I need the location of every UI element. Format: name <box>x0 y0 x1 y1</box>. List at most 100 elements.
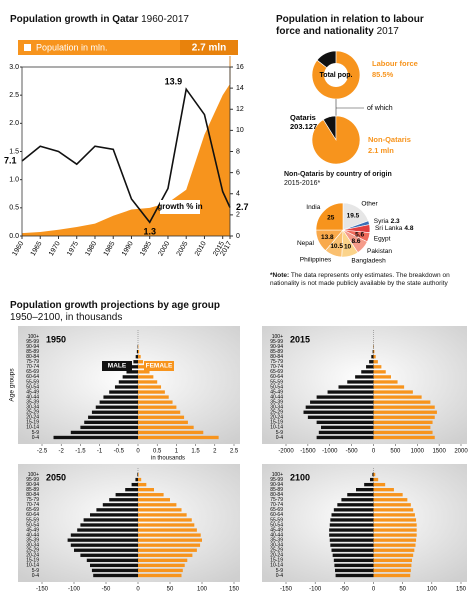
x-tick-label: 1970 <box>48 240 62 257</box>
bar <box>321 425 374 430</box>
age-label: 75-79 <box>26 497 39 503</box>
x-tick-label: 1995 <box>139 240 153 257</box>
bar <box>138 533 201 537</box>
age-label: 90-94 <box>270 344 283 350</box>
bar <box>80 553 138 557</box>
age-label: 20-24 <box>26 415 39 421</box>
bar <box>307 415 374 419</box>
bar <box>138 380 158 384</box>
x-tick-label: 1000 <box>411 449 425 455</box>
bar <box>138 420 188 424</box>
value-label: 13.9 <box>165 77 183 87</box>
bar <box>74 548 138 552</box>
category-label: Philippines <box>300 256 332 263</box>
bar <box>138 365 146 369</box>
bar <box>138 528 197 532</box>
panel-title: 1950 <box>46 334 66 344</box>
bar <box>338 385 374 389</box>
bar <box>138 488 154 492</box>
bar <box>138 568 183 573</box>
y2-tick-label: 0 <box>236 233 240 240</box>
age-label: 45-49 <box>270 527 283 533</box>
bar <box>138 400 173 404</box>
age-label: 30-34 <box>26 405 39 411</box>
bar <box>329 533 374 537</box>
x-tick-label: 2010 <box>194 240 208 257</box>
bar <box>333 558 374 562</box>
bar <box>373 350 375 354</box>
age-label: 35-39 <box>270 399 283 405</box>
age-label: 35-39 <box>270 537 283 543</box>
panel-title: 2015 <box>290 334 310 344</box>
age-label: 70-74 <box>270 364 283 370</box>
age-label: 70-74 <box>26 502 39 508</box>
bar <box>83 518 138 522</box>
bar <box>135 355 138 359</box>
panel-title: 2050 <box>46 472 66 482</box>
bar <box>138 558 188 562</box>
bar <box>364 482 374 487</box>
bar <box>371 355 374 359</box>
bar <box>373 498 408 502</box>
age-label: 75-79 <box>270 497 283 503</box>
value-label: 1.3 <box>143 227 156 237</box>
age-label: 45-49 <box>270 389 283 395</box>
bar <box>373 543 416 547</box>
age-label: 60-64 <box>270 512 283 518</box>
bar <box>373 425 431 430</box>
bar <box>138 472 139 477</box>
age-label: 5-9 <box>32 430 39 436</box>
value-label: 2.1 mln <box>368 146 394 155</box>
age-label: 100+ <box>28 334 39 340</box>
legend-swatch <box>24 44 31 51</box>
section-title: Population growth projections by age gro… <box>10 300 310 324</box>
y-axis-label: Age groups <box>9 368 16 402</box>
age-label: 75-79 <box>270 359 283 365</box>
age-label: 0-4 <box>32 435 39 441</box>
x-tick-label: -150 <box>280 587 293 593</box>
x-tick-label: 50 <box>167 587 174 593</box>
category-label: Nepal <box>297 240 315 247</box>
x-tick-label: 0 <box>372 449 376 455</box>
category-label: Egypt <box>374 235 391 242</box>
bar <box>318 430 374 435</box>
age-label: 15-19 <box>26 558 39 564</box>
age-label: 65-69 <box>26 369 39 375</box>
age-label: 0-4 <box>276 573 283 579</box>
x-tick-label: 100 <box>197 587 208 593</box>
age-label: 50-54 <box>270 522 283 528</box>
age-label: 15-19 <box>26 420 39 426</box>
bar <box>136 350 138 354</box>
bar <box>53 435 138 440</box>
bar <box>138 477 142 482</box>
bar <box>331 548 374 552</box>
value-label: 8.6 <box>351 238 360 245</box>
x-tick-label: 0 <box>136 449 140 455</box>
bar <box>99 400 138 404</box>
bar <box>335 568 374 573</box>
y-tick-label: 0.5 <box>9 205 19 212</box>
bar <box>70 533 138 537</box>
age-label: 75-79 <box>26 359 39 365</box>
x-tick-label: 2000 <box>454 449 468 455</box>
age-label: 95-99 <box>270 339 283 345</box>
bar <box>316 395 374 399</box>
bar <box>373 533 417 537</box>
bar <box>373 415 435 419</box>
bar <box>303 410 374 414</box>
pie-slice <box>315 202 344 231</box>
bar <box>329 523 374 527</box>
age-label: 25-29 <box>26 410 39 416</box>
x-tick-label: -50 <box>340 587 349 593</box>
bar <box>103 395 138 399</box>
x-tick-label: 1985 <box>103 240 117 257</box>
bar <box>138 523 195 527</box>
category-label: Bangladesh <box>351 258 386 265</box>
bar <box>138 390 165 394</box>
category-label: Other <box>361 201 378 208</box>
bar <box>372 472 374 477</box>
age-label: 65-69 <box>26 507 39 513</box>
bar <box>327 390 374 394</box>
bar <box>93 573 138 578</box>
value-label: 13.8 <box>321 234 334 241</box>
